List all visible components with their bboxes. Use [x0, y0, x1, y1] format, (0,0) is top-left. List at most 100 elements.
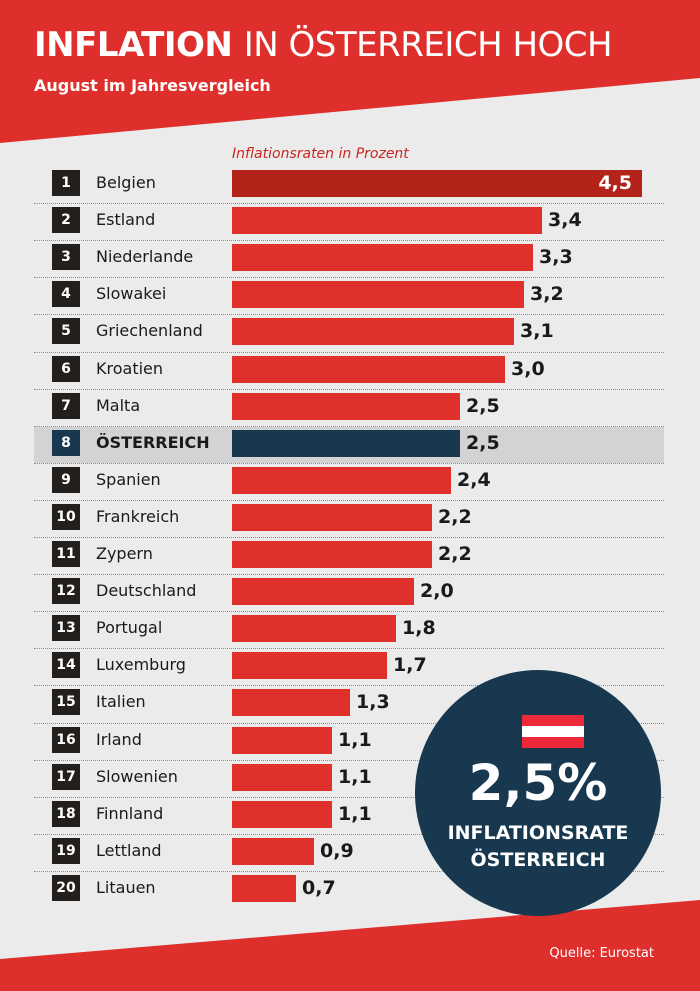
row-separator [34, 648, 664, 649]
country-label: Luxemburg [96, 652, 186, 678]
rank-badge: 3 [52, 244, 80, 270]
bar [232, 578, 414, 605]
value-label: 0,9 [320, 838, 354, 865]
rank-badge: 5 [52, 318, 80, 344]
bar [232, 541, 432, 568]
country-label: Irland [96, 727, 142, 753]
row-separator [34, 537, 664, 538]
bar [232, 393, 460, 420]
row-separator [34, 389, 664, 390]
row-separator [34, 500, 664, 501]
country-label: Kroatien [96, 356, 163, 382]
country-label: Zypern [96, 541, 153, 567]
value-label: 2,4 [457, 467, 491, 494]
bar [232, 764, 332, 791]
rank-badge: 7 [52, 393, 80, 419]
country-label: Malta [96, 393, 140, 419]
row-separator [34, 203, 664, 204]
row-separator [34, 277, 664, 278]
country-label: Lettland [96, 838, 162, 864]
flag-stripe-bottom [522, 737, 584, 748]
bar [232, 838, 314, 865]
value-label: 2,5 [466, 393, 500, 420]
rank-badge: 18 [52, 801, 80, 827]
country-label: Belgien [96, 170, 156, 196]
value-label: 2,2 [438, 504, 472, 531]
value-label: 3,3 [539, 244, 573, 271]
rank-badge: 15 [52, 689, 80, 715]
value-label: 1,1 [338, 801, 372, 828]
country-label: Griechenland [96, 318, 203, 344]
value-label: 2,0 [420, 578, 454, 605]
rank-badge: 4 [52, 281, 80, 307]
bar [232, 652, 387, 679]
source-note: Quelle: Eurostat [549, 946, 654, 961]
row-separator [34, 463, 664, 464]
rank-badge: 16 [52, 727, 80, 753]
country-label: Italien [96, 689, 146, 715]
bar [232, 467, 451, 494]
bar [232, 356, 505, 383]
rank-badge: 6 [52, 356, 80, 382]
value-label: 1,3 [356, 689, 390, 716]
country-label: Slowenien [96, 764, 178, 790]
austria-rate-badge: 2,5% INFLATIONSRATE ÖSTERREICH [415, 670, 661, 916]
bar [232, 727, 332, 754]
country-label: Litauen [96, 875, 156, 901]
rank-badge: 13 [52, 615, 80, 641]
bar [232, 615, 396, 642]
country-label: Portugal [96, 615, 162, 641]
rank-badge: 14 [52, 652, 80, 678]
bar [232, 244, 533, 271]
value-label: 3,1 [520, 318, 554, 345]
value-label: 0,7 [302, 875, 336, 902]
row-separator [34, 352, 664, 353]
country-label: Estland [96, 207, 155, 233]
rank-badge: 1 [52, 170, 80, 196]
value-label: 3,2 [530, 281, 564, 308]
bar [232, 801, 332, 828]
bar [232, 875, 296, 902]
badge-caption-line1: INFLATIONSRATE [448, 822, 629, 844]
bar [232, 504, 432, 531]
bar [232, 281, 524, 308]
bar [232, 689, 350, 716]
row-separator [34, 314, 664, 315]
bar [232, 318, 514, 345]
value-label: 1,7 [393, 652, 427, 679]
badge-value: 2,5% [415, 758, 661, 808]
rank-badge: 12 [52, 578, 80, 604]
rank-badge: 11 [52, 541, 80, 567]
austria-flag-icon [522, 715, 584, 748]
value-label: 3,0 [511, 356, 545, 383]
badge-caption: INFLATIONSRATE ÖSTERREICH [415, 820, 661, 873]
bar [232, 207, 542, 234]
country-label: Spanien [96, 467, 161, 493]
country-label: Slowakei [96, 281, 166, 307]
country-label: ÖSTERREICH [96, 430, 210, 456]
rank-badge: 20 [52, 875, 80, 901]
badge-caption-line2: ÖSTERREICH [471, 849, 606, 871]
bar [232, 430, 460, 457]
flag-stripe-top [522, 715, 584, 726]
value-label: 1,1 [338, 764, 372, 791]
country-label: Frankreich [96, 504, 179, 530]
row-separator [34, 574, 664, 575]
value-label: 2,2 [438, 541, 472, 568]
row-separator [34, 611, 664, 612]
value-label: 2,5 [466, 430, 500, 457]
rank-badge: 19 [52, 838, 80, 864]
value-label: 1,1 [338, 727, 372, 754]
rank-badge: 8 [52, 430, 80, 456]
country-label: Niederlande [96, 244, 193, 270]
rank-badge: 10 [52, 504, 80, 530]
rank-badge: 17 [52, 764, 80, 790]
rank-badge: 2 [52, 207, 80, 233]
value-label: 4,5 [232, 170, 632, 197]
value-label: 3,4 [548, 207, 582, 234]
row-separator [34, 240, 664, 241]
country-label: Deutschland [96, 578, 196, 604]
value-label: 1,8 [402, 615, 436, 642]
country-label: Finnland [96, 801, 163, 827]
flag-stripe-middle [522, 726, 584, 737]
